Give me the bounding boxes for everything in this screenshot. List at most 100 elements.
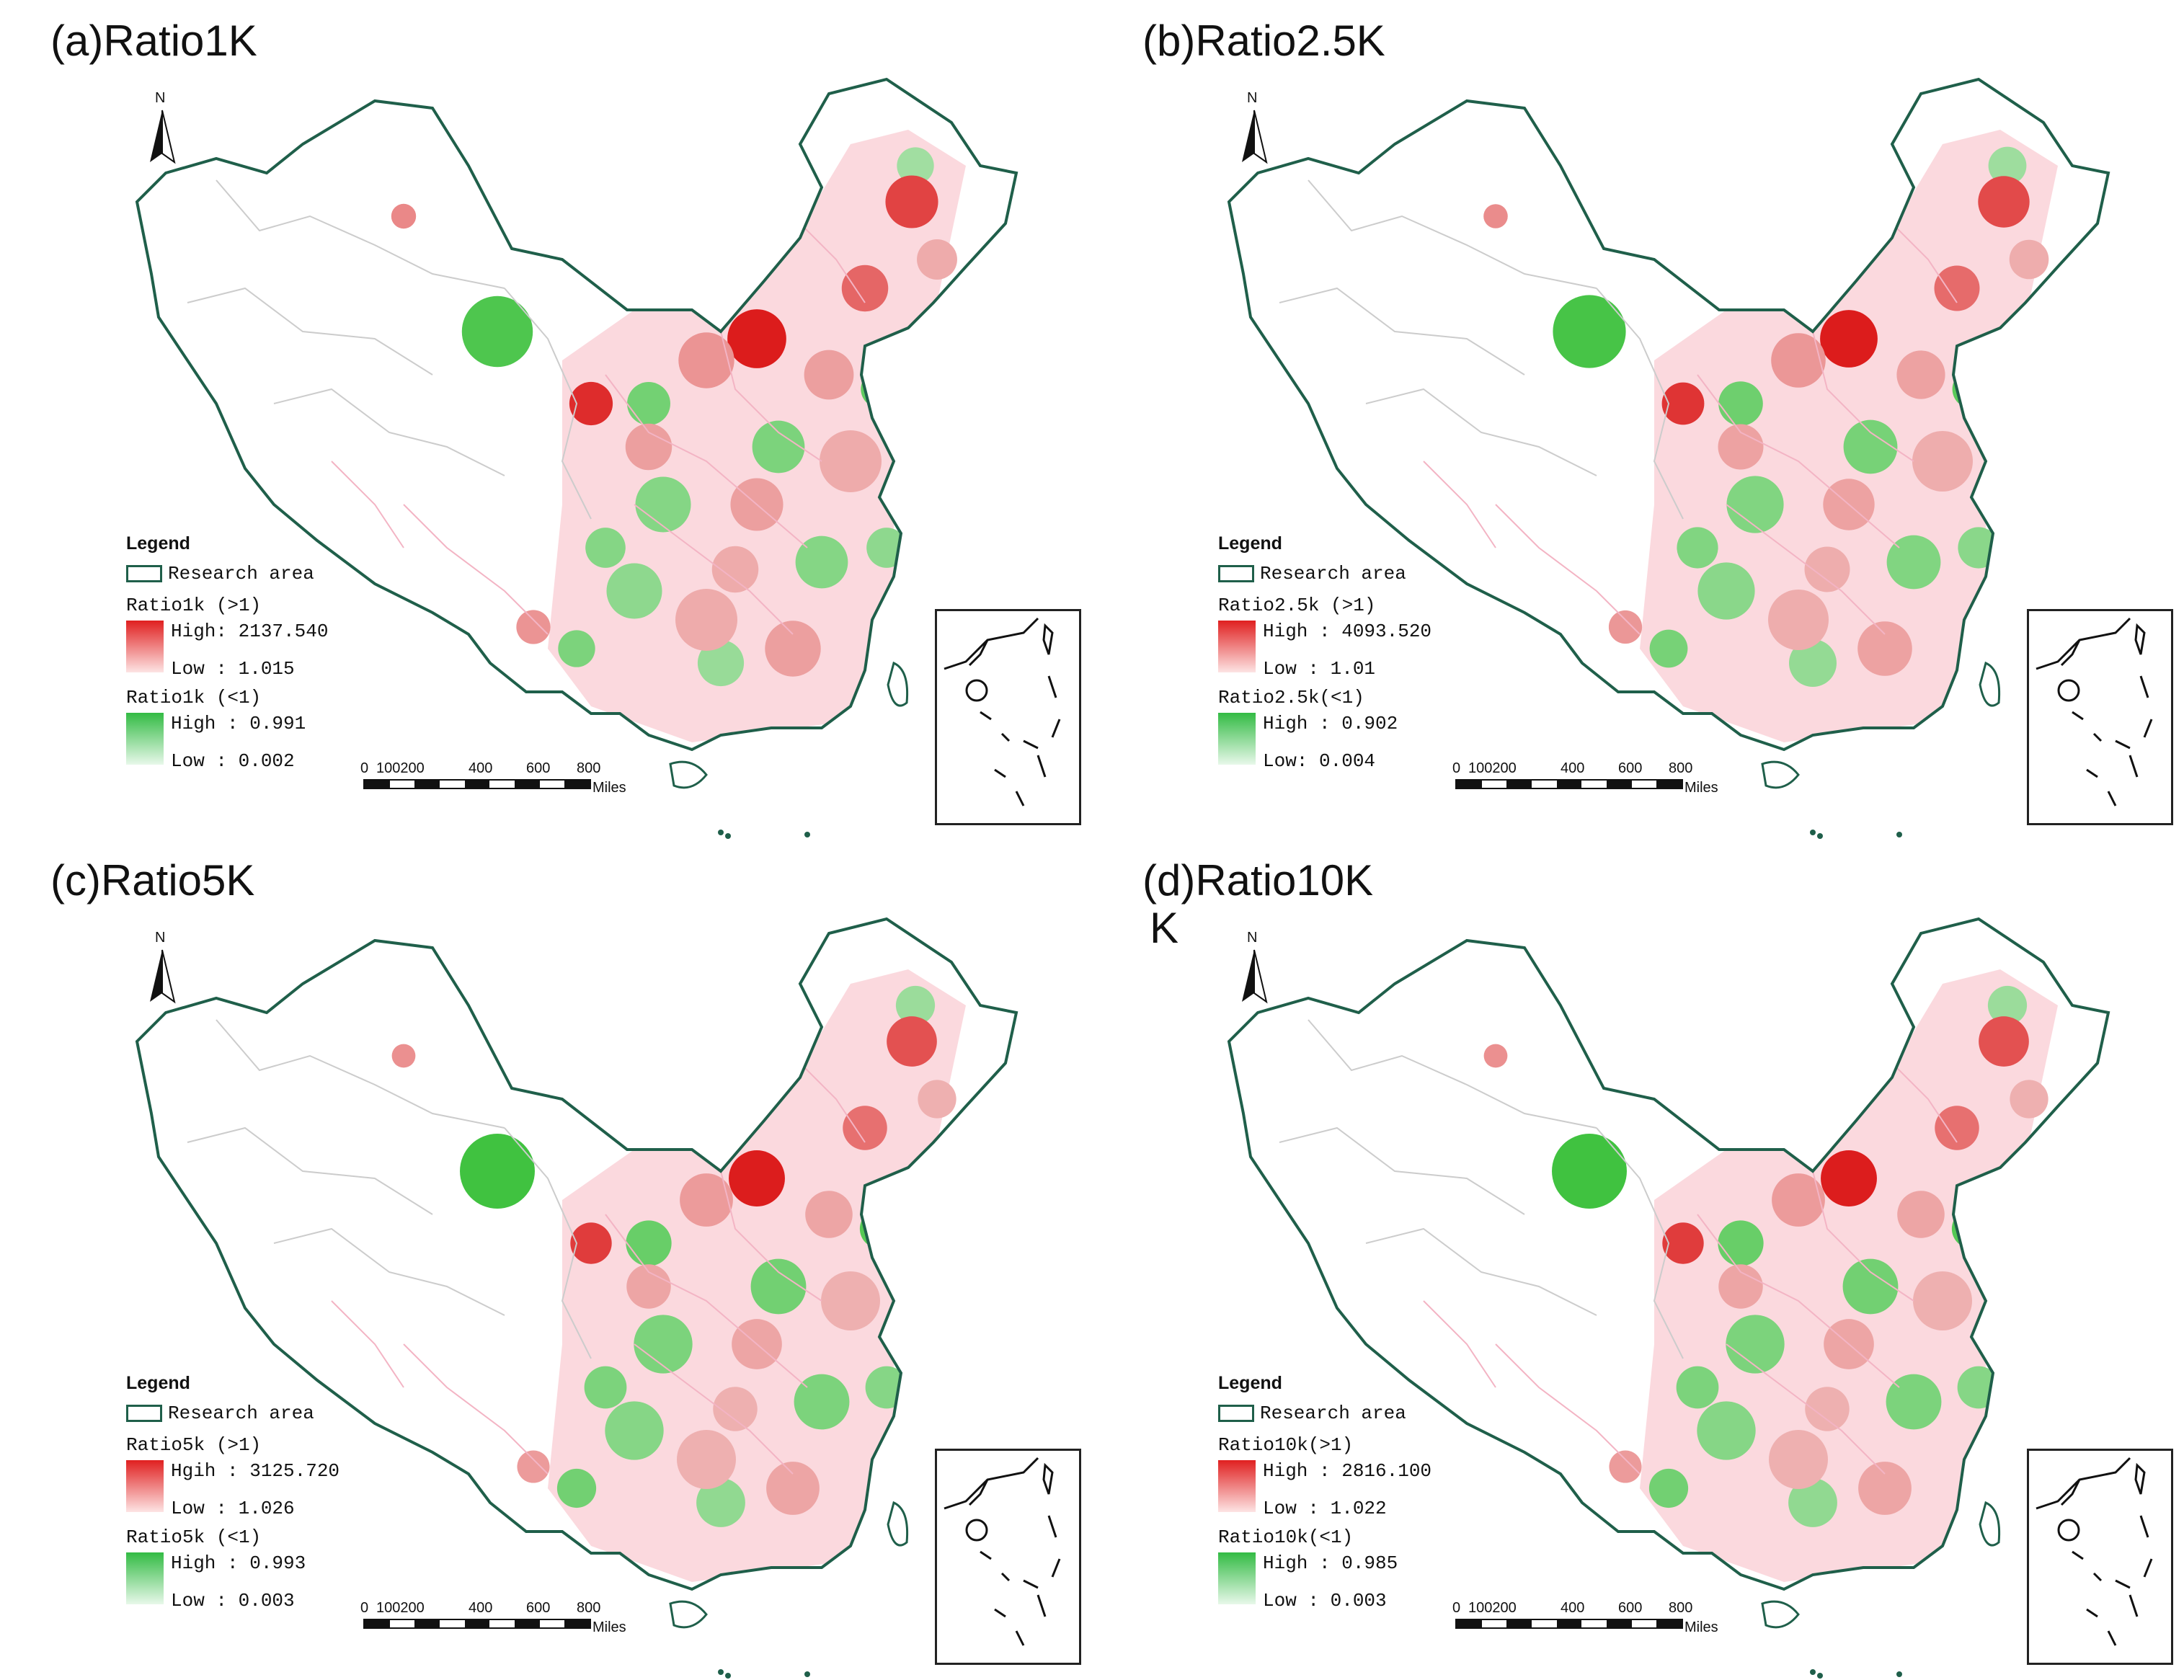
province-boundary [720, 1170, 822, 1302]
legend-low-class: Ratio10k(<1) [1218, 1526, 1354, 1548]
province-boundary [187, 1126, 433, 1215]
province-boundary [1279, 287, 1525, 375]
high-ratio-region-13 [918, 1080, 956, 1119]
china-choropleth-map [1227, 77, 2110, 839]
low-ratio-region-8 [696, 1478, 745, 1527]
province-boundary [1365, 388, 1597, 476]
legend-research-area: Research area [126, 563, 357, 585]
scale-tick-label: 600 [1618, 760, 1643, 776]
green-gradient-swatch [1218, 1552, 1256, 1604]
north-label: N [155, 930, 166, 946]
high-ratio-region-4 [1771, 333, 1826, 388]
high-ratio-region-9 [765, 621, 821, 677]
south-sea-island [1810, 830, 1816, 835]
low-ratio-region-5 [795, 535, 848, 589]
panel-title: (a)Ratio1K [50, 17, 257, 65]
north-arrow-icon [150, 110, 176, 164]
legend-high-min: Low : 1.015 [171, 658, 295, 680]
high-ratio-region-2 [887, 1016, 937, 1067]
province-boundary [720, 331, 822, 462]
north-arrow: N [144, 90, 180, 169]
province-boundary [1697, 374, 1900, 548]
low-ratio-region-10 [895, 985, 936, 1026]
scale-bar: 0 100200 400 600 800 Miles [1452, 760, 1741, 804]
scale-tick-label: 100200 [376, 760, 425, 776]
high-ratio-region-3 [843, 1106, 887, 1150]
high-ratio-region-10 [1718, 424, 1764, 470]
inset-map [2036, 617, 2153, 806]
research-area-label: Research area [168, 1403, 314, 1424]
legend-low-min: Low : 0.003 [1263, 1590, 1387, 1612]
taiwan-island [887, 1501, 909, 1547]
province-boundary [504, 1127, 592, 1359]
scale-tick-label: 600 [526, 760, 551, 776]
high-ratio-region-11 [391, 203, 417, 229]
low-ratio-region-0 [461, 295, 533, 368]
province-boundary [1279, 1126, 1525, 1215]
china-choropleth-map [1227, 917, 2110, 1679]
red-gradient-swatch [126, 621, 164, 672]
high-ratio-region-0 [1820, 310, 1878, 368]
high-ratio-region-8 [677, 1430, 736, 1489]
province-boundary [1726, 1343, 1886, 1475]
taiwan-island [887, 661, 909, 707]
province-boundary [1884, 1055, 1958, 1143]
south-sea-island [718, 830, 724, 835]
low-ratio-region-5 [1886, 535, 1941, 590]
panel-title: (d)Ratio10K [1142, 856, 1374, 905]
province-boundary [216, 1019, 505, 1129]
province-boundary [634, 504, 794, 635]
high-ratio-region-13 [917, 239, 957, 280]
high-ratio-region-14 [1804, 546, 1850, 592]
panel-title: (b)Ratio2.5K [1142, 17, 1385, 65]
legend-high-class: Ratio10k(>1) [1218, 1434, 1354, 1456]
research-area-label: Research area [1260, 563, 1406, 585]
panel-title-stray-letter: K [1150, 904, 1179, 952]
scale-bar-graphic [363, 1619, 591, 1629]
legend-title: Legend [1218, 533, 1282, 554]
high-ratio-region-6 [821, 1271, 880, 1330]
high-ratio-region-10 [625, 423, 672, 471]
province-boundary [634, 1343, 794, 1475]
scale-tick-label: 800 [577, 1600, 601, 1616]
legend-low-class: Ratio5k (<1) [126, 1526, 262, 1548]
province-boundary [1596, 288, 1684, 520]
high-ratio-region-14 [1805, 1387, 1850, 1431]
scale-tick-label: 400 [469, 760, 493, 776]
research-area-label: Research area [168, 563, 314, 585]
low-ratio-region-5 [794, 1374, 850, 1430]
province-boundary [1365, 1227, 1597, 1316]
legend-low-ramp: High : 0.991 Low : 0.002 [126, 713, 357, 772]
research-area-border [135, 917, 1018, 1591]
low-ratio-region-3 [635, 476, 691, 533]
low-ratio-region-1 [627, 382, 670, 425]
province-boundary [1884, 215, 1958, 303]
hainan-island [1761, 1600, 1800, 1629]
legend-low-class: Ratio2.5k(<1) [1218, 687, 1364, 708]
province-boundary [273, 1227, 505, 1316]
north-arrow-icon [1242, 110, 1268, 164]
research-area-swatch [1218, 565, 1254, 582]
legend-high-class: Ratio2.5k (>1) [1218, 595, 1376, 616]
province-boundary [1812, 331, 1914, 462]
high-ratio-region-11 [1483, 1044, 1508, 1068]
low-ratio-region-10 [1987, 985, 2028, 1026]
scale-tick-label: 100200 [376, 1600, 425, 1616]
low-ratio-region-11 [585, 528, 626, 568]
north-arrow: N [1236, 90, 1272, 169]
high-ratio-region-1 [569, 381, 613, 426]
province-boundary [403, 504, 549, 635]
high-ratio-region-12 [1608, 610, 1643, 644]
south-china-sea-inset [2027, 1449, 2173, 1665]
province-boundary [187, 287, 433, 375]
green-gradient-swatch [126, 1552, 164, 1604]
hainan-island [669, 1600, 708, 1629]
low-ratio-region-4 [750, 1258, 807, 1315]
legend-research-area: Research area [126, 1403, 357, 1424]
province-boundary [792, 1055, 866, 1143]
province-boundary [1423, 461, 1496, 548]
scale-tick-label: 0 [360, 760, 369, 776]
low-ratio-region-6 [605, 1401, 664, 1460]
low-ratio-region-7 [1648, 1468, 1689, 1508]
